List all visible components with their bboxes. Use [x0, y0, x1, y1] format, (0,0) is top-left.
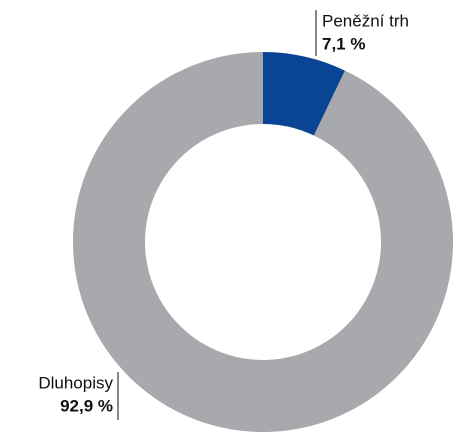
slice [263, 52, 345, 136]
slice [73, 52, 453, 432]
category-label: Peněžní trh [322, 11, 409, 30]
value-label: 7,1 % [322, 34, 365, 53]
value-label: 92,9 % [60, 396, 113, 415]
category-label: Dluhopisy [38, 373, 113, 392]
